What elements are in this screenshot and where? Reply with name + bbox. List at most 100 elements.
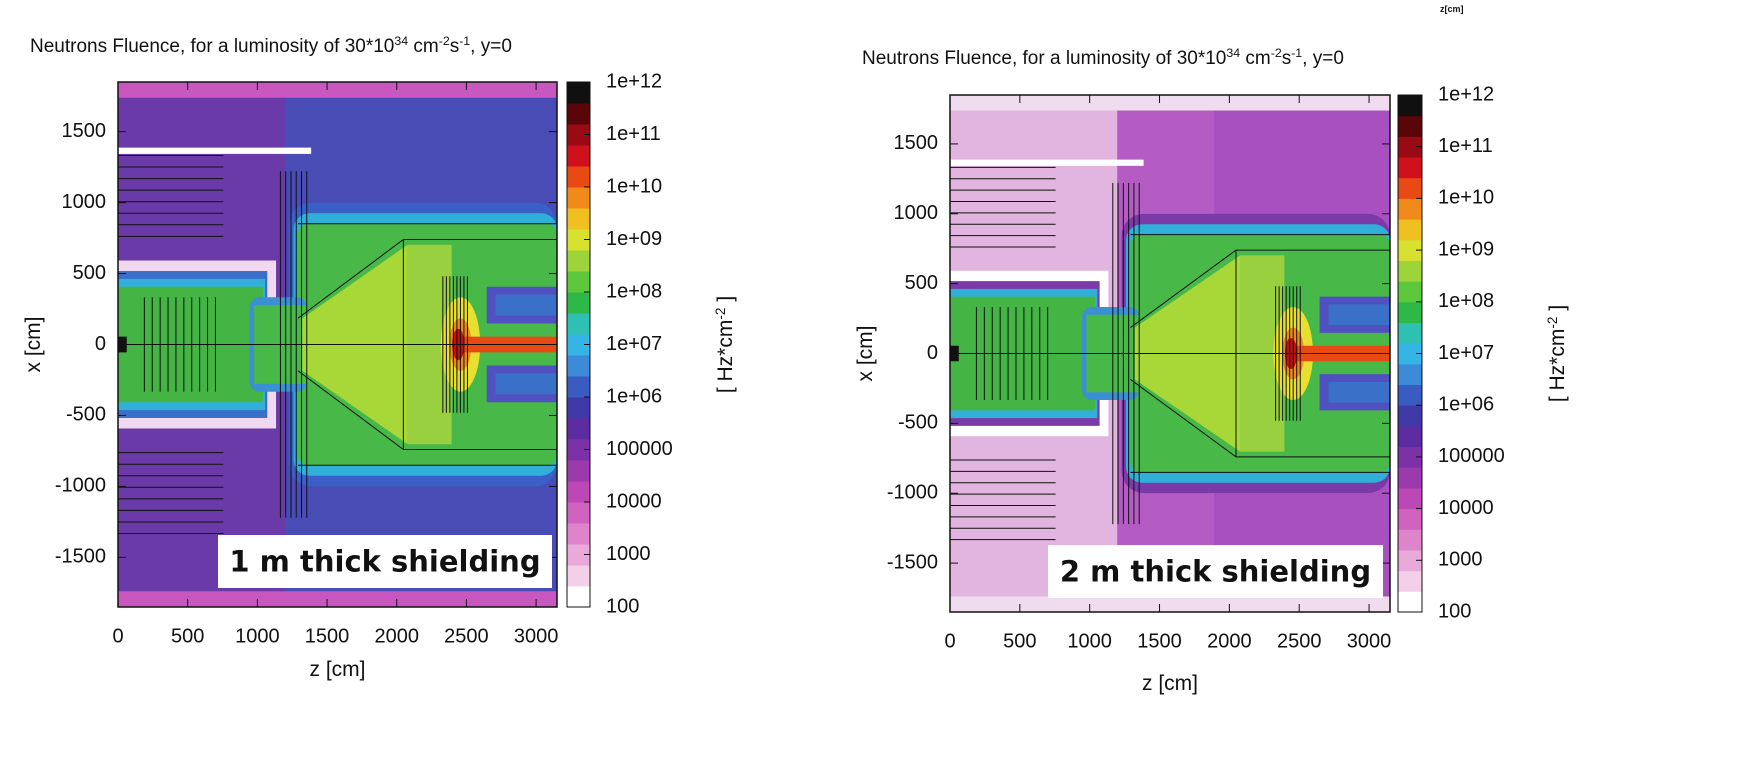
colorbar-band (567, 103, 590, 125)
colorbar-band (567, 124, 590, 146)
chart-title: Neutrons Fluence, for a luminosity of 30… (30, 34, 512, 57)
y-axis-label: x [cm] (22, 317, 45, 373)
text-segment: ] (1546, 305, 1569, 317)
x-tick-label: 1000 (235, 625, 280, 647)
text-segment: [ Hz*cm (714, 320, 737, 394)
heatmap-chart: Neutrons Fluence, for a luminosity of 30… (854, 46, 1569, 695)
colorbar-tick-label: 100000 (1438, 445, 1505, 467)
x-tick-label: 2500 (444, 625, 489, 647)
text-segment: Neutrons Fluence, for a luminosity of 30… (30, 36, 394, 57)
x-tick-label: 3000 (514, 625, 559, 647)
x-tick-label: 0 (944, 630, 955, 652)
colorbar-tick-label: 1e+06 (606, 385, 662, 407)
colorbar-band (1398, 219, 1422, 241)
colorbar-band (567, 418, 590, 440)
colorbar-band (567, 460, 590, 482)
colorbar-band (567, 187, 590, 209)
colorbar-tick-label: 1e+11 (606, 123, 661, 145)
colorbar-band (567, 250, 590, 272)
annotation: 1 m thick shielding (229, 545, 540, 579)
colorbar-band (1398, 425, 1422, 448)
field-region (950, 596, 1390, 612)
y-tick-label: -500 (898, 412, 938, 434)
colorbar-band (567, 292, 590, 314)
y-tick-label: -500 (66, 404, 106, 426)
colorbar-band (1398, 260, 1422, 282)
x-axis-label: z [cm] (310, 658, 366, 681)
field-region (118, 82, 557, 98)
y-tick-label: -1000 (55, 475, 106, 497)
colorbar-tick-label: 10000 (606, 490, 662, 512)
superscript: -2 (439, 34, 450, 48)
colorbar-tick-label: 1e+09 (1438, 238, 1494, 260)
colorbar-band (1398, 446, 1422, 468)
y-tick-label: -1500 (55, 546, 106, 568)
y-tick-label: 1000 (62, 191, 107, 213)
text-segment: , y=0 (470, 36, 512, 57)
colorbar-band (1398, 136, 1422, 158)
colorbar-band (1398, 549, 1422, 572)
colorbar-band (1398, 198, 1422, 220)
colorbar-tick-label: 1000 (1438, 549, 1483, 571)
text-segment: Neutrons Fluence, for a luminosity of 30… (862, 48, 1226, 69)
x-tick-label: 1000 (1067, 630, 1112, 652)
heatmap-chart: Neutrons Fluence, for a luminosity of 30… (22, 34, 737, 681)
colorbar-tick-label: 100 (606, 595, 639, 617)
text-segment: ] (714, 296, 737, 308)
colorbar-tick-label: 1e+06 (1438, 393, 1494, 415)
colorbar-band (567, 565, 590, 587)
colorbar-band (1398, 177, 1422, 199)
colorbar-tick-label: 1e+07 (606, 333, 662, 355)
superscript: 34 (1226, 46, 1240, 60)
x-tick-label: 3000 (1347, 630, 1392, 652)
y-tick-label: 0 (95, 333, 106, 355)
chart-title: Neutrons Fluence, for a luminosity of 30… (862, 46, 1344, 69)
y-tick-label: -1500 (887, 551, 938, 573)
y-tick-label: 500 (905, 272, 938, 294)
colorbar-tick-label: 1e+08 (1438, 290, 1494, 312)
colorbar-band (1398, 384, 1422, 406)
colorbar-tick-label: 1e+09 (606, 228, 662, 250)
colorbar-label: [ Hz*cm-2 ] (1545, 305, 1569, 402)
field-region (495, 373, 557, 395)
colorbar-band (567, 166, 590, 188)
superscript: -2 (713, 308, 728, 320)
colorbar-band (1398, 322, 1422, 344)
y-tick-label: 500 (73, 262, 106, 284)
colorbar-band (1398, 343, 1422, 365)
colorbar-tick-label: 1000 (606, 543, 651, 565)
colorbar-band (567, 208, 590, 230)
x-tick-label: 500 (171, 625, 204, 647)
colorbar-band (1398, 157, 1422, 179)
y-axis-label: x [cm] (854, 326, 877, 382)
x-axis-label: z [cm] (1142, 672, 1198, 695)
x-tick-label: 0 (112, 625, 123, 647)
colorbar-band (567, 586, 590, 608)
colorbar-band (567, 355, 590, 377)
superscript: -2 (1545, 317, 1560, 329)
colorbar-band (567, 397, 590, 419)
field-region (1328, 304, 1390, 326)
colorbar-band (567, 502, 590, 524)
colorbar-band (567, 313, 590, 335)
colorbar-band (1398, 508, 1422, 530)
field-region (118, 591, 557, 607)
x-tick-label: 2000 (1207, 630, 1252, 652)
field-region (495, 294, 557, 316)
corner-text: z[cm] (1440, 4, 1464, 14)
field-region (950, 159, 1144, 166)
x-tick-label: 1500 (305, 625, 350, 647)
colorbar-tick-label: 10000 (1438, 497, 1494, 519)
colorbar-band (1398, 239, 1422, 261)
y-tick-label: 1000 (894, 202, 939, 224)
colorbar-band (567, 544, 590, 566)
superscript: 34 (394, 34, 408, 48)
colorbar-band (567, 481, 590, 503)
x-tick-label: 2000 (374, 625, 419, 647)
annotation-box (218, 535, 552, 588)
colorbar-band (1398, 405, 1422, 427)
colorbar-tick-label: 1e+07 (1438, 342, 1494, 364)
colorbar-tick-label: 1e+12 (1438, 83, 1494, 105)
text-segment: cm (408, 36, 439, 57)
